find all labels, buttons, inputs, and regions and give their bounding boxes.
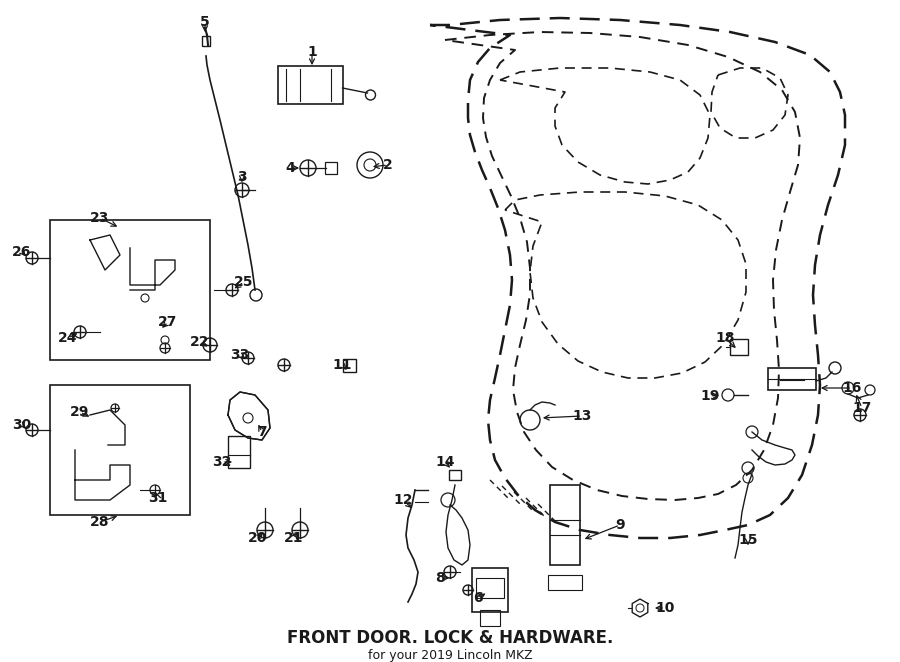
Bar xyxy=(277,66,343,104)
Text: 5: 5 xyxy=(200,15,210,29)
Text: 21: 21 xyxy=(284,531,304,545)
Text: 4: 4 xyxy=(285,161,295,175)
Text: 22: 22 xyxy=(190,335,210,349)
Text: 14: 14 xyxy=(436,455,454,469)
Text: 12: 12 xyxy=(393,493,413,507)
Text: 24: 24 xyxy=(58,331,77,345)
Bar xyxy=(480,610,500,626)
Text: 16: 16 xyxy=(842,381,861,395)
Text: 28: 28 xyxy=(90,515,110,529)
Text: 19: 19 xyxy=(700,389,720,403)
Text: 13: 13 xyxy=(572,409,591,423)
Bar xyxy=(472,568,508,612)
Text: FRONT DOOR. LOCK & HARDWARE.: FRONT DOOR. LOCK & HARDWARE. xyxy=(287,629,613,647)
Bar xyxy=(730,339,748,355)
Text: 27: 27 xyxy=(158,315,177,329)
Bar xyxy=(50,220,210,360)
Text: 11: 11 xyxy=(332,358,352,372)
Bar xyxy=(449,470,461,480)
Text: 7: 7 xyxy=(257,425,266,439)
Text: 6: 6 xyxy=(473,591,482,605)
Text: 32: 32 xyxy=(212,455,231,469)
Text: 17: 17 xyxy=(852,401,872,415)
Bar xyxy=(228,436,250,468)
Bar xyxy=(202,36,210,46)
Text: 33: 33 xyxy=(230,348,249,362)
Bar xyxy=(548,575,582,590)
Text: 23: 23 xyxy=(90,211,110,225)
Text: 2: 2 xyxy=(383,158,393,172)
Text: 1: 1 xyxy=(307,45,317,59)
Text: 8: 8 xyxy=(435,571,445,585)
Text: 25: 25 xyxy=(234,275,254,289)
Polygon shape xyxy=(228,392,270,440)
Text: 30: 30 xyxy=(13,418,32,432)
Text: 3: 3 xyxy=(238,170,247,184)
Text: 31: 31 xyxy=(148,491,167,505)
Bar xyxy=(768,368,816,390)
Bar xyxy=(550,485,580,565)
Bar xyxy=(343,359,356,372)
Text: 20: 20 xyxy=(248,531,267,545)
Bar xyxy=(50,385,190,515)
Text: for your 2019 Lincoln MKZ: for your 2019 Lincoln MKZ xyxy=(368,649,532,661)
Text: 29: 29 xyxy=(70,405,90,419)
Text: 18: 18 xyxy=(716,331,734,345)
Text: 26: 26 xyxy=(13,245,32,259)
Text: 15: 15 xyxy=(738,533,758,547)
Bar xyxy=(325,162,337,174)
Text: 9: 9 xyxy=(616,518,625,532)
Bar xyxy=(476,578,504,598)
Text: 10: 10 xyxy=(655,601,675,615)
